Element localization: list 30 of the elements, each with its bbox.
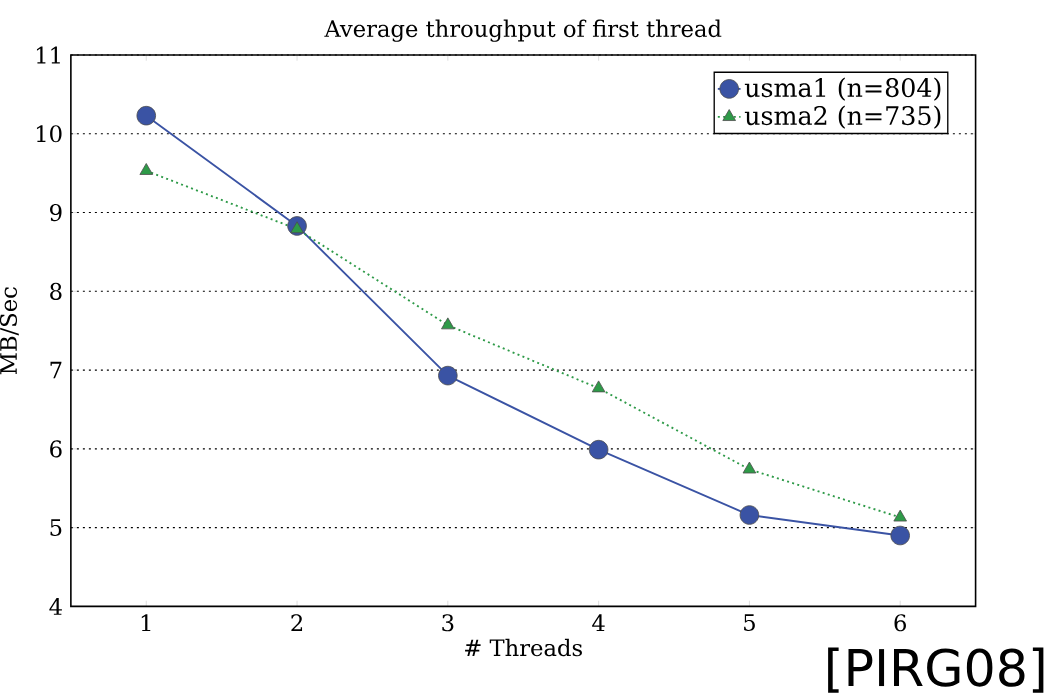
point: [893, 509, 907, 522]
legend-label: usma2 (n=735): [744, 105, 941, 129]
point: [591, 380, 606, 393]
text: [PIRG08]: [828, 647, 1044, 693]
y-tick-label: 8: [50, 282, 62, 300]
point: [890, 525, 910, 546]
point: [742, 461, 757, 474]
point: [739, 505, 760, 525]
chart-title: Average throughput of first thread: [324, 19, 722, 42]
y-tick-label: 6: [50, 440, 62, 458]
x-tick-label: 4: [592, 614, 605, 632]
x-tick-label: 2: [291, 614, 303, 632]
y-tick-label: 4: [49, 597, 62, 615]
y-axis-title: MB/Sec: [0, 287, 19, 375]
point: [136, 105, 156, 126]
point: [438, 365, 458, 386]
point: [588, 439, 609, 460]
y-tick-label: 7: [50, 361, 62, 379]
x-tick-label: 3: [442, 614, 454, 632]
x-tick-label: 6: [894, 614, 906, 632]
x-axis-title: # Threads: [465, 638, 582, 657]
y-tick-label: 9: [50, 203, 62, 222]
legend-label: usma1 (n=804): [744, 77, 941, 101]
point: [139, 163, 154, 175]
x-tick-label: 5: [744, 614, 755, 632]
y-tick-label: 5: [50, 519, 62, 537]
y-tick-label: 10: [36, 125, 62, 143]
point: [441, 317, 455, 330]
y-tick-label: 11: [36, 46, 60, 64]
x-tick-label: 1: [141, 614, 151, 632]
